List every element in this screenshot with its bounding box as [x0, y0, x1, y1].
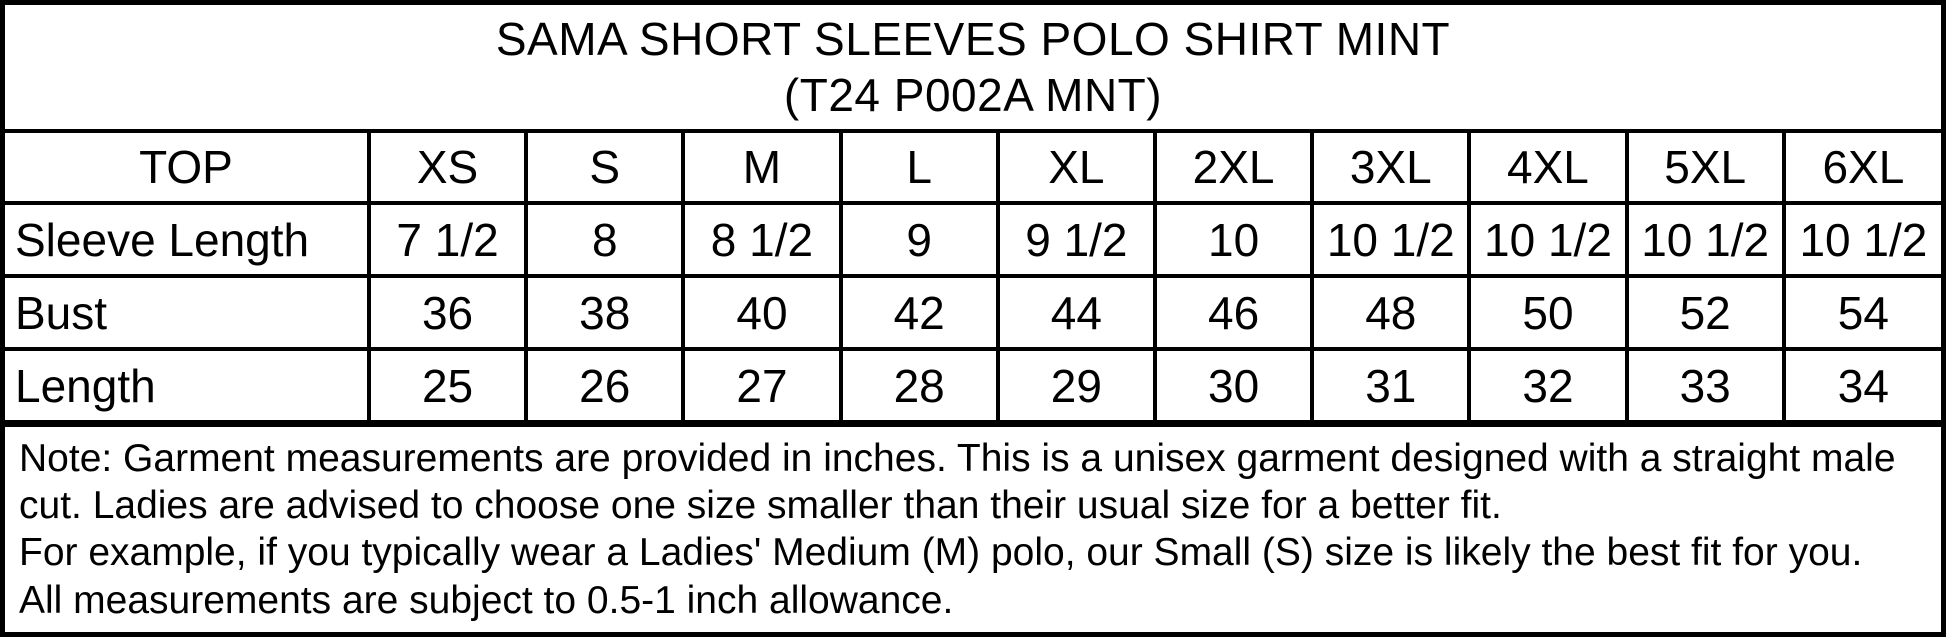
value-cell: 34 — [1783, 349, 1941, 427]
value-cell: 26 — [526, 349, 686, 427]
product-code: (T24 P002A MNT) — [783, 69, 1163, 121]
header-row: TOP XS S M L XL 2XL 3XL 4XL 5XL 6XL — [5, 131, 1941, 205]
value-cell: 29 — [997, 349, 1157, 427]
table-row-bust: Bust 36 38 40 42 44 46 48 50 52 54 — [5, 276, 1941, 351]
product-name: SAMA SHORT SLEEVES POLO SHIRT MINT — [495, 12, 1451, 65]
value-cell: 40 — [683, 276, 843, 351]
value-cell: 46 — [1154, 276, 1315, 351]
header-cell-3xl: 3XL — [1312, 131, 1472, 205]
value-cell: 7 1/2 — [368, 203, 529, 278]
value-cell: 27 — [683, 349, 843, 427]
header-cell-m: M — [683, 131, 843, 205]
table-row-length: Length 25 26 27 28 29 30 31 32 33 34 — [5, 349, 1941, 427]
value-cell: 10 1/2 — [1626, 203, 1786, 278]
value-cell: 42 — [840, 276, 1000, 351]
value-cell: 48 — [1312, 276, 1472, 351]
value-cell: 44 — [997, 276, 1157, 351]
note-measurements: Note: Garment measurements are provided … — [19, 437, 1896, 528]
row-label-sleeve-length: Sleeve Length — [5, 203, 371, 278]
header-cell-2xl: 2XL — [1154, 131, 1315, 205]
value-cell: 10 — [1154, 203, 1315, 278]
header-cell-s: S — [526, 131, 686, 205]
value-cell: 10 1/2 — [1312, 203, 1472, 278]
chart-title: SAMA SHORT SLEEVES POLO SHIRT MINT (T24 … — [5, 5, 1941, 133]
value-cell: 28 — [840, 349, 1000, 427]
value-cell: 10 1/2 — [1469, 203, 1629, 278]
header-cell-l: L — [840, 131, 1000, 205]
value-cell: 9 1/2 — [997, 203, 1157, 278]
note-section: Note: Garment measurements are provided … — [5, 427, 1941, 632]
value-cell: 25 — [368, 349, 529, 427]
header-cell-5xl: 5XL — [1626, 131, 1786, 205]
header-cell-xs: XS — [368, 131, 529, 205]
header-cell-top: TOP — [5, 131, 371, 205]
value-cell: 32 — [1469, 349, 1629, 427]
value-cell: 9 — [840, 203, 1000, 278]
value-cell: 33 — [1626, 349, 1786, 427]
header-cell-xl: XL — [997, 131, 1157, 205]
value-cell: 52 — [1626, 276, 1786, 351]
note-allowance: All measurements are subject to 0.5-1 in… — [19, 578, 954, 622]
value-cell: 36 — [368, 276, 529, 351]
size-chart-table: SAMA SHORT SLEEVES POLO SHIRT MINT (T24 … — [5, 5, 1941, 427]
value-cell: 8 — [526, 203, 686, 278]
value-cell: 38 — [526, 276, 686, 351]
note-example: For example, if you typically wear a Lad… — [19, 531, 1863, 575]
header-cell-6xl: 6XL — [1783, 131, 1941, 205]
table-row-sleeve-length: Sleeve Length 7 1/2 8 8 1/2 9 9 1/2 10 1… — [5, 203, 1941, 278]
header-cell-4xl: 4XL — [1469, 131, 1629, 205]
row-label-bust: Bust — [5, 276, 371, 351]
row-label-length: Length — [5, 349, 371, 427]
value-cell: 8 1/2 — [683, 203, 843, 278]
value-cell: 50 — [1469, 276, 1629, 351]
title-row: SAMA SHORT SLEEVES POLO SHIRT MINT (T24 … — [5, 5, 1941, 133]
value-cell: 30 — [1154, 349, 1315, 427]
value-cell: 54 — [1783, 276, 1941, 351]
value-cell: 10 1/2 — [1783, 203, 1941, 278]
value-cell: 31 — [1312, 349, 1472, 427]
